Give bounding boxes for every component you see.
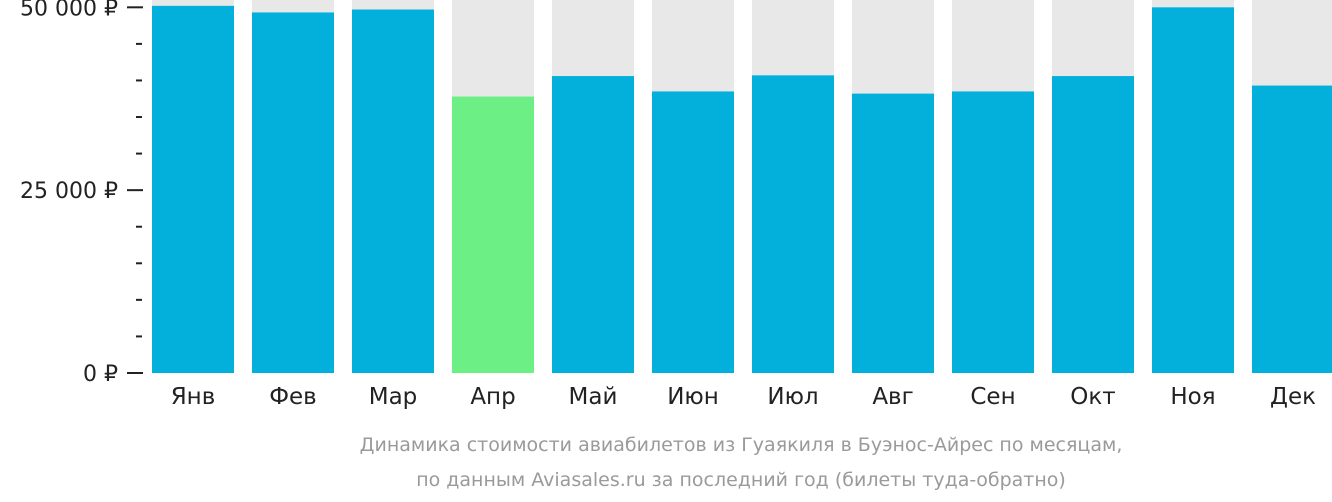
x-tick-label: Окт [1070,384,1115,410]
y-tick-label: 50 000 ₽ [20,0,118,21]
bar-11[interactable] [1152,7,1234,374]
x-tick-label: Июл [767,384,818,410]
x-tick-label: Апр [470,384,515,410]
bar-9[interactable] [952,91,1034,373]
bar-7[interactable] [752,75,834,374]
x-tick-label: Май [569,384,618,410]
x-tick-label: Мар [369,384,418,410]
bar-12[interactable] [1252,85,1332,373]
bars [152,5,1332,374]
bar-6[interactable] [652,91,734,373]
bar-10[interactable] [1052,76,1134,373]
x-axis-labels: Янв Фев Мар Апр Май Июн Июл Авг Сен Окт Ноя Дек [171,384,1316,410]
x-tick-label: Янв [171,384,216,410]
x-tick-label: Сен [970,384,1015,410]
x-tick-label: Июн [667,384,719,410]
caption-line-1: Динамика стоимости авиабилетов из Гуаяки… [360,434,1123,456]
x-tick-label: Фев [269,384,317,410]
x-tick-label: Авг [872,384,913,410]
bar-1[interactable] [152,5,234,373]
bar-2[interactable] [252,12,334,374]
y-axis: 50 000 ₽ 25 000 ₽ 0 ₽ [20,0,143,387]
caption-line-2: по данным Aviasales.ru за последний год … [416,469,1066,491]
x-tick-label: Ноя [1170,384,1215,410]
bar-4[interactable] [452,96,534,374]
y-tick-label: 0 ₽ [83,362,118,387]
bar-5[interactable] [552,76,634,373]
y-tick-label: 25 000 ₽ [20,179,118,204]
bar-3[interactable] [352,9,434,373]
x-tick-label: Дек [1270,384,1316,410]
caption: Динамика стоимости авиабилетов из Гуаяки… [360,434,1123,491]
bar-8[interactable] [852,93,934,373]
